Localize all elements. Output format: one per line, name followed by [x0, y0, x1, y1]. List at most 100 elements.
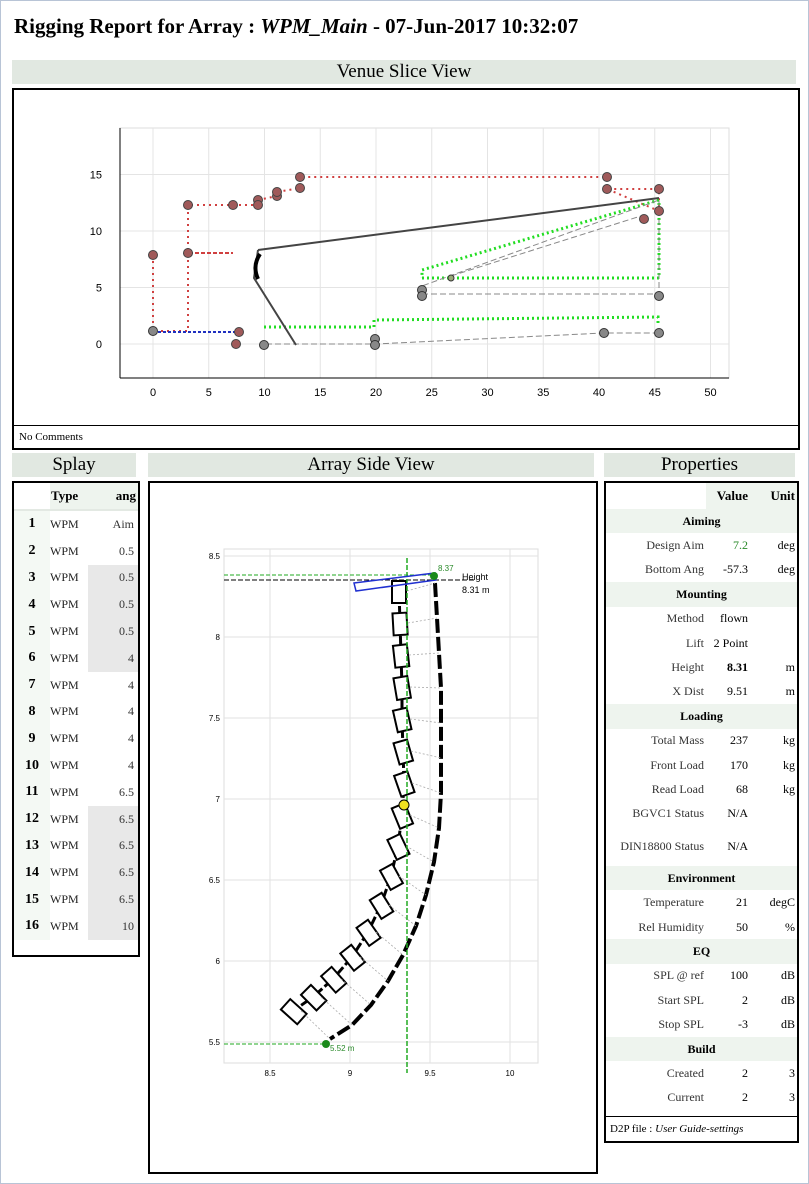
property-unit: kg: [783, 757, 795, 772]
side-top-label: 8.37: [438, 564, 454, 573]
properties-row: Total Mass 237 kg: [606, 729, 797, 753]
property-label: Rel Humidity: [638, 919, 704, 934]
splay-row-angle: 0.5: [88, 618, 138, 645]
property-value: 50: [736, 919, 748, 934]
array-side-view-chart: 8.37 Height 8.31 m 5.52 m 8.5 9 9.5 10 5.5 6 6…: [209, 548, 539, 1078]
splay-row-type: WPM: [50, 811, 79, 826]
properties-row: Temperature 21 degC: [606, 890, 797, 914]
splay-row-number: 15: [14, 886, 50, 913]
properties-rows: Aiming Design Aim 7.2 deg Bottom Ang -57.3 deg…: [606, 509, 797, 1110]
side-height-label-2: 8.31 m: [462, 585, 490, 595]
splay-row-number: 13: [14, 832, 50, 860]
splay-row-angle: 4: [128, 704, 134, 719]
venue-red-point: [654, 206, 664, 216]
properties-row: Start SPL 2 dB: [606, 988, 797, 1012]
side-axis: 8.5 9 9.5 10 5.5 6 6.5 7 7.5 8 8.5: [209, 552, 515, 1078]
property-value: 21: [736, 895, 748, 910]
side-center-point: [398, 799, 410, 811]
venue-audience-upper: [420, 197, 661, 280]
side-cabinet: [368, 891, 395, 921]
splay-panel: Type ang 1 WPM Aim 2 WPM 0.5 3 WPM 0.5 4 WPM 0.5 5 WP…: [12, 481, 140, 957]
venue-slice-chart: 0 5 10 15 20 25 30 35 40 45 50 0 5 10 15: [90, 127, 730, 399]
splay-row-angle: Aim: [112, 516, 134, 531]
property-label: Created: [666, 1065, 704, 1080]
splay-row: 12 WPM 6.5: [14, 805, 138, 833]
side-y-tick: 5.5: [209, 1038, 221, 1047]
venue-grey-point: [370, 340, 380, 350]
property-unit: 3: [789, 1065, 795, 1080]
splay-row-type: WPM: [50, 677, 79, 692]
properties-group-name: EQ: [606, 939, 797, 964]
splay-row: 14 WPM 6.5: [14, 859, 138, 887]
properties-group-row: Build: [606, 1036, 797, 1062]
side-view-heading: Array Side View: [148, 453, 594, 477]
properties-header-row: Value Unit: [606, 483, 797, 509]
splay-row-type: WPM: [50, 704, 79, 719]
property-value: -3: [738, 1017, 748, 1032]
splay-table: Type ang 1 WPM Aim 2 WPM 0.5 3 WPM 0.5 4 WPM 0.5 5 WP…: [14, 483, 138, 940]
side-cabinet: [338, 943, 367, 973]
property-value: 2: [742, 992, 748, 1007]
property-label: BGVC1 Status: [632, 806, 704, 821]
splay-row: 5 WPM 0.5: [14, 618, 138, 645]
property-label: Design Aim: [646, 538, 704, 553]
venue-x-tick: 25: [426, 387, 438, 399]
venue-red-point: [654, 184, 664, 194]
venue-grey-point: [417, 291, 427, 301]
splay-row: 8 WPM 4: [14, 698, 138, 726]
splay-row-number: 8: [14, 698, 50, 726]
properties-row: DIN18800 Status N/A: [606, 826, 797, 866]
venue-y-tick: 10: [90, 226, 102, 238]
splay-row-type: WPM: [50, 543, 79, 558]
splay-col-type: Type: [50, 483, 88, 511]
venue-red-point: [602, 172, 612, 182]
splay-row-type: WPM: [50, 838, 79, 853]
splay-row: 10 WPM 4: [14, 752, 138, 779]
side-cabinet: [391, 611, 409, 637]
properties-row: Rel Humidity 50%: [606, 915, 797, 939]
venue-array-line: [257, 197, 660, 251]
side-cabinet-link: [409, 814, 440, 829]
property-unit: kg: [783, 781, 795, 796]
side-cabinet-link: [405, 845, 435, 863]
splay-row-angle: 4: [88, 644, 138, 672]
side-y-tick: 6: [216, 957, 221, 966]
property-unit: dB: [780, 1017, 795, 1032]
side-cabinet-link: [411, 782, 442, 794]
property-unit: kg: [783, 733, 795, 748]
side-cabinet-link: [398, 875, 427, 896]
property-value: 2: [742, 1065, 748, 1080]
side-cabinet: [392, 674, 413, 702]
side-cabinet-link: [409, 718, 442, 724]
side-rig-frame: [353, 572, 437, 592]
properties-table: Value Unit Aiming Design Aim 7.2 deg Bottom …: [606, 483, 797, 1110]
venue-red-point: [272, 187, 282, 197]
side-cabinet: [386, 832, 411, 862]
properties-group-row: Loading: [606, 704, 797, 729]
side-cabinet-link: [410, 750, 442, 759]
side-cabinet: [355, 918, 383, 948]
properties-col-unit: Unit: [750, 483, 797, 509]
side-cabinet-link: [320, 996, 353, 1026]
splay-row-number: 1: [14, 510, 50, 538]
venue-coverage-lines-2: [421, 199, 660, 295]
venue-red-point: [183, 248, 193, 258]
splay-row-type: WPM: [50, 784, 79, 799]
venue-axis: 0 5 10 15 20 25 30 35 40 45 50 0 5 10 15: [90, 128, 729, 399]
venue-x-tick: 10: [258, 387, 270, 399]
properties-group-row: Mounting: [606, 582, 797, 607]
venue-x-tick: 0: [150, 387, 156, 399]
venue-grey-point: [654, 291, 664, 301]
venue-x-tick: 35: [537, 387, 549, 399]
venue-audience-lower: [264, 315, 660, 329]
property-value: 2: [742, 1090, 748, 1105]
venue-grey-point: [599, 328, 609, 338]
venue-red-point: [148, 250, 158, 260]
venue-heading: Venue Slice View: [12, 60, 796, 84]
splay-row-number: 10: [14, 752, 50, 779]
splay-row-angle: 10: [88, 912, 138, 940]
venue-slice-panel: 0 5 10 15 20 25 30 35 40 45 50 0 5 10 15 No Comments: [12, 88, 800, 450]
properties-heading: Properties: [604, 453, 795, 477]
side-cabinet-link: [300, 1010, 331, 1040]
splay-row-type: WPM: [50, 918, 79, 933]
